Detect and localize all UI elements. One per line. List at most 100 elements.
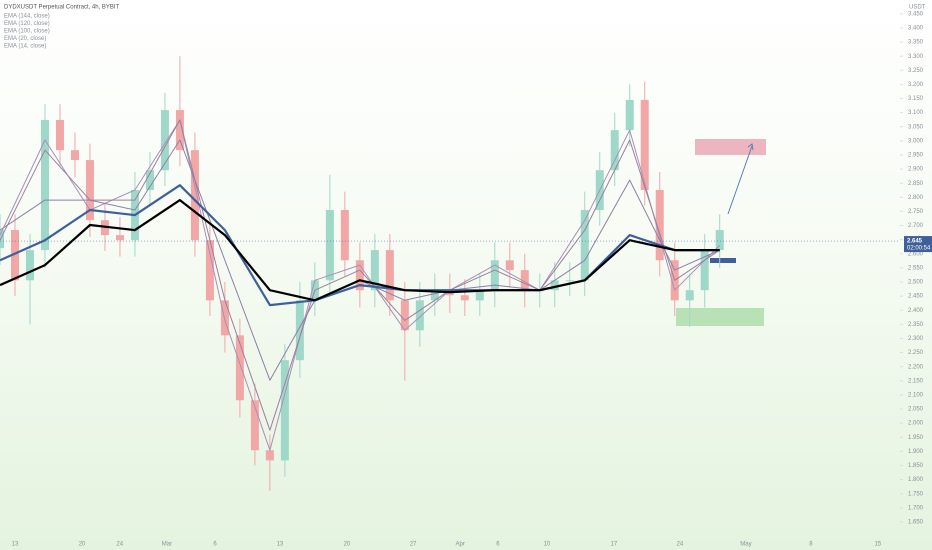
x-tick-label: Apr	[456, 542, 465, 548]
candle-body	[265, 450, 274, 461]
y-tick-label: 3.000	[908, 138, 924, 144]
candle-body	[655, 189, 664, 261]
y-tick-label: 1.950	[908, 435, 924, 441]
candle-body	[295, 300, 304, 361]
legend-entry: EMA (14, close)	[4, 44, 46, 50]
countdown-label: 02:00:54	[907, 246, 931, 252]
y-tick-label: 2.350	[908, 322, 924, 328]
y-tick-label: 2.550	[908, 265, 924, 271]
y-tick-label: 2.950	[908, 153, 924, 159]
candle-body	[115, 235, 124, 241]
candle-body	[430, 290, 439, 301]
y-tick-label: 3.350	[908, 40, 924, 46]
candle-body	[175, 110, 184, 151]
x-tick-label: 13	[277, 542, 284, 548]
y-tick-label: 1.750	[908, 491, 924, 497]
legend-entry: EMA (100, close)	[4, 29, 50, 35]
candle-body	[490, 260, 499, 291]
projection-arrow	[727, 145, 753, 215]
resistance-zone	[695, 139, 766, 155]
candle-body	[0, 230, 4, 249]
y-tick-label: 2.750	[908, 209, 924, 215]
candle-body	[370, 250, 379, 291]
y-tick-label: 3.150	[908, 96, 924, 102]
x-tick-label: Mar	[162, 542, 172, 548]
y-tick-label: 2.200	[908, 364, 924, 370]
support-zone	[676, 308, 764, 326]
candle-body	[160, 110, 169, 171]
candle-body	[355, 260, 364, 291]
y-tick-label: 2.600	[908, 251, 924, 257]
last-price-label: 2.645	[907, 239, 923, 245]
y-tick-label: 2.500	[908, 280, 924, 286]
y-tick-label: 2.250	[908, 350, 924, 356]
x-tick-label: 20	[79, 542, 86, 548]
y-tick-label: 3.450	[908, 11, 924, 17]
candle-body	[580, 210, 589, 281]
candle-body	[400, 300, 409, 331]
x-tick-label: 10	[544, 542, 551, 548]
x-tick-label: 24	[677, 542, 684, 548]
ema-line	[0, 184, 720, 307]
candle-body	[25, 250, 34, 281]
candle-body	[250, 400, 259, 451]
candle-body	[625, 99, 634, 131]
price-badge	[904, 236, 932, 253]
legend-entry: EMA (120, close)	[4, 21, 50, 27]
x-tick-label: 6	[213, 542, 217, 548]
candle-body	[475, 290, 484, 301]
candle-body	[10, 230, 19, 281]
y-tick-label: 3.300	[908, 54, 924, 60]
y-tick-label: 2.150	[908, 378, 924, 384]
x-tick-label: 24	[116, 542, 123, 548]
y-tick-label: 1.700	[908, 505, 924, 511]
legend-entry: EMA (20, close)	[4, 36, 46, 42]
candle-body	[700, 250, 709, 291]
candle-body	[235, 335, 244, 401]
x-tick-label: 8	[809, 542, 813, 548]
candle-body	[280, 360, 289, 461]
x-tick-label: 6	[496, 542, 500, 548]
y-tick-label: 3.050	[908, 124, 924, 130]
candle-body	[340, 210, 349, 261]
y-tick-label: 1.850	[908, 463, 924, 469]
candle-body	[460, 295, 469, 301]
entry-zone	[710, 258, 736, 263]
candle-body	[85, 160, 94, 221]
candle-body	[520, 270, 529, 291]
candle-body	[715, 230, 724, 251]
x-tick-label: 20	[344, 542, 351, 548]
y-tick-label: 3.400	[908, 26, 924, 32]
y-tick-label: 2.800	[908, 195, 924, 201]
axis-unit: USDT	[909, 5, 926, 11]
candle-body	[640, 99, 649, 190]
y-tick-label: 1.650	[908, 520, 924, 526]
candle-body	[415, 300, 424, 331]
y-tick-label: 1.800	[908, 477, 924, 483]
candle-body	[325, 210, 334, 281]
ema-line	[0, 199, 720, 302]
y-tick-label: 2.900	[908, 167, 924, 173]
y-tick-label: 3.200	[908, 82, 924, 88]
y-tick-label: 2.000	[908, 421, 924, 427]
arrow-head	[747, 143, 754, 151]
candle-body	[70, 150, 79, 161]
candle-body	[220, 300, 229, 336]
ema-line	[0, 119, 721, 451]
candle-body	[385, 250, 394, 301]
y-tick-label: 2.050	[908, 407, 924, 413]
y-tick-label: 2.450	[908, 294, 924, 300]
candle-body	[55, 119, 64, 151]
y-tick-label: 3.100	[908, 110, 924, 116]
y-tick-label: 2.850	[908, 181, 924, 187]
x-tick-label: May	[740, 542, 751, 548]
candle-body	[610, 130, 619, 171]
candle-body	[205, 240, 214, 301]
ema-line	[0, 119, 720, 431]
x-tick-label: 15	[875, 542, 882, 548]
candle-body	[190, 150, 199, 241]
candle-body	[550, 280, 559, 291]
y-tick-label: 1.900	[908, 449, 924, 455]
